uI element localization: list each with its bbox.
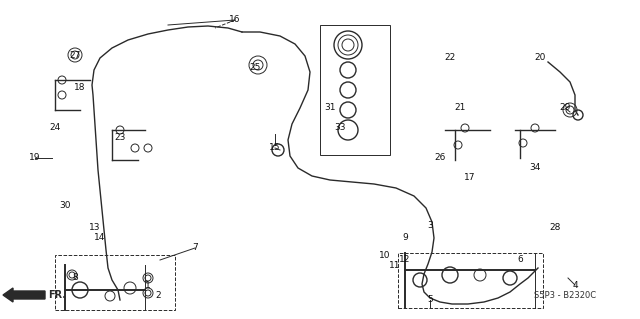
Text: 11: 11: [389, 261, 401, 270]
Text: 14: 14: [94, 234, 106, 242]
Text: 25: 25: [250, 63, 260, 72]
Text: 6: 6: [517, 256, 523, 264]
Text: 15: 15: [269, 144, 281, 152]
Bar: [320, 25, 390, 155]
Text: 29: 29: [559, 103, 571, 113]
Text: 10: 10: [380, 250, 391, 259]
Text: 33: 33: [334, 123, 346, 132]
Text: 12: 12: [399, 256, 411, 264]
Text: S5P3 - B2320C: S5P3 - B2320C: [534, 291, 596, 300]
Text: 2: 2: [155, 291, 161, 300]
Text: 26: 26: [435, 153, 445, 162]
Text: 27: 27: [69, 50, 81, 60]
Text: 21: 21: [454, 103, 466, 113]
Text: 16: 16: [229, 16, 241, 25]
Text: 1: 1: [145, 280, 151, 290]
Text: 18: 18: [74, 84, 86, 93]
Text: 22: 22: [444, 54, 456, 63]
Text: 4: 4: [572, 280, 578, 290]
Text: FR.: FR.: [48, 290, 66, 300]
Text: 31: 31: [324, 103, 336, 113]
Text: 7: 7: [192, 243, 198, 253]
Text: 3: 3: [427, 220, 433, 229]
Text: 23: 23: [115, 133, 125, 143]
Bar: [398, 253, 543, 308]
Bar: [55, 255, 175, 310]
Text: 8: 8: [72, 273, 78, 283]
Text: 34: 34: [529, 164, 541, 173]
Text: 20: 20: [534, 54, 546, 63]
Text: 19: 19: [29, 153, 41, 162]
Text: 30: 30: [60, 201, 71, 210]
Text: 28: 28: [549, 224, 561, 233]
FancyArrow shape: [3, 288, 45, 302]
Text: 9: 9: [402, 234, 408, 242]
Text: 13: 13: [89, 224, 100, 233]
Text: 5: 5: [427, 295, 433, 305]
Text: 17: 17: [464, 174, 476, 182]
Text: 24: 24: [49, 123, 61, 132]
